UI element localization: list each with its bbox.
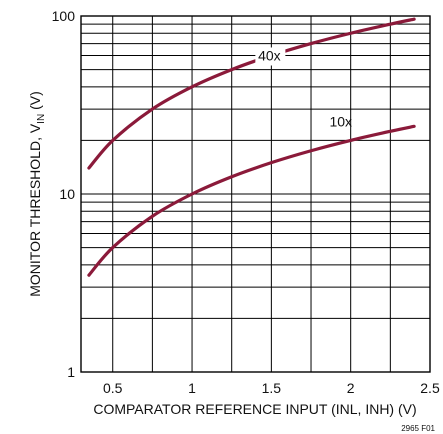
tick-labels: 0.5 1 1.5 2 2.5 1 10 100 <box>52 8 440 396</box>
y-tick-label: 100 <box>52 8 76 24</box>
x-tick-label: 1.5 <box>262 380 282 396</box>
grid <box>81 16 430 372</box>
series-label-40x: 40x <box>258 47 281 63</box>
x-tick-label: 1 <box>188 380 196 396</box>
figure-id: 2965 F01 <box>401 424 435 433</box>
y-axis-title: MONITOR THRESHOLD, VIN (V) <box>27 91 47 297</box>
y-tick-label: 10 <box>59 186 75 202</box>
series-labels: 40x 10x <box>255 47 352 129</box>
series-label-10x: 10x <box>329 113 352 129</box>
series-line-10x <box>87 124 416 277</box>
series-label-bg <box>255 47 286 66</box>
x-axis-title: COMPARATOR REFERENCE INPUT (INL, INH) (V… <box>93 401 416 417</box>
series-lines <box>87 17 416 277</box>
x-tick-label: 0.5 <box>103 380 123 396</box>
x-tick-label: 2.5 <box>420 380 440 396</box>
x-tick-label: 2 <box>347 380 355 396</box>
series-line-40x <box>87 17 416 170</box>
y-axis-title-subscript: IN <box>36 114 47 124</box>
y-tick-label: 1 <box>67 364 75 380</box>
plot-frame <box>80 15 431 373</box>
